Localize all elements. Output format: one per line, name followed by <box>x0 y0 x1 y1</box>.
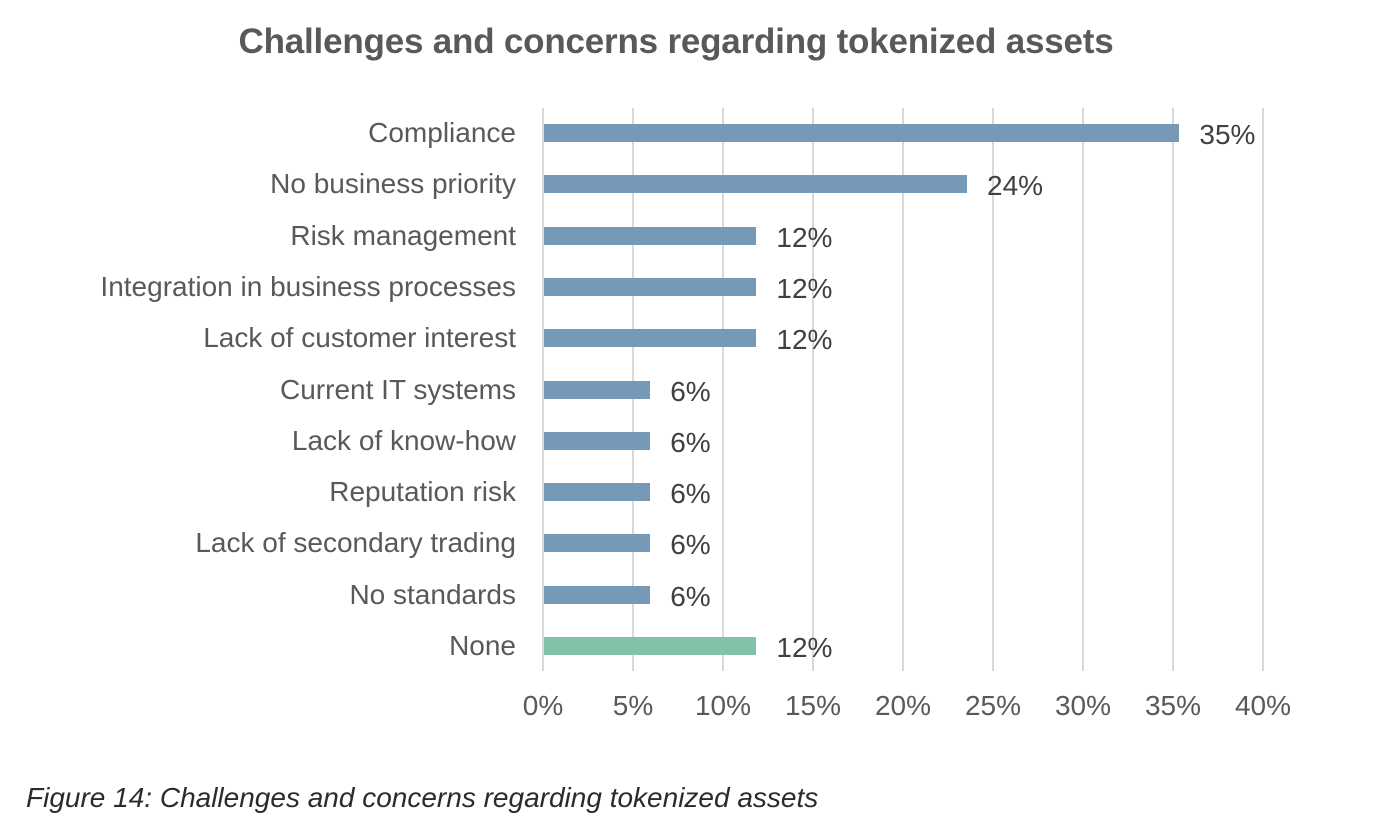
category-label: Compliance <box>368 117 516 148</box>
bar-row: Lack of secondary trading 6% <box>195 527 710 560</box>
x-tick-label: 5% <box>612 690 654 721</box>
category-label: Integration in business processes <box>100 270 516 302</box>
bar-row: Risk management 12% <box>290 220 832 253</box>
bar-row: Lack of customer interest 12% <box>203 322 832 355</box>
x-tick-label: 35% <box>1144 690 1202 721</box>
value-label: 35% <box>1199 119 1256 150</box>
category-label: Lack of secondary trading <box>195 527 516 559</box>
bar-row: Integration in business processes 12% <box>100 271 832 304</box>
gridline <box>992 108 994 671</box>
bar <box>544 124 1180 142</box>
x-tick-label: 40% <box>1234 690 1292 721</box>
plot-area: Compliance 35% No business priority 24% Risk… <box>100 108 1264 671</box>
gridline <box>542 108 544 671</box>
bar-row: Reputation risk 6% <box>329 476 710 509</box>
bar <box>544 380 651 399</box>
bar-row: No business priority 24% <box>270 168 1043 201</box>
bar <box>544 585 651 604</box>
bar <box>544 431 651 450</box>
gridline <box>1262 108 1264 671</box>
x-tick-label: 10% <box>694 690 752 721</box>
category-label: Reputation risk <box>329 476 516 508</box>
x-tick-label: 0% <box>522 690 564 721</box>
value-label: 6% <box>670 580 711 612</box>
bar <box>544 277 757 296</box>
value-label: 6% <box>670 426 711 458</box>
bar <box>544 534 651 553</box>
category-label: Lack of know-how <box>291 424 516 456</box>
x-tick-label: 30% <box>1054 690 1112 721</box>
gridline <box>722 108 724 671</box>
x-tick-label: 25% <box>964 690 1022 721</box>
bar-row: None 12% <box>449 630 832 663</box>
bar-row: Current IT systems 6% <box>280 374 711 407</box>
value-label: 6% <box>670 529 711 561</box>
bar <box>544 483 651 502</box>
bar-row: Compliance 35% <box>368 117 1255 150</box>
bar <box>544 175 967 194</box>
value-label: 24% <box>987 170 1044 202</box>
category-label: None <box>449 630 516 661</box>
bar <box>544 329 757 348</box>
figure-caption: Figure 14: Challenges and concerns regar… <box>26 782 819 813</box>
bar-row: No standards 6% <box>349 579 710 612</box>
value-label: 6% <box>670 478 711 510</box>
bar <box>544 637 757 655</box>
bar-row: Lack of know-how 6% <box>292 425 711 458</box>
x-tick-label: 20% <box>874 690 932 721</box>
value-label: 12% <box>776 324 833 356</box>
chart-title: Challenges and concerns regarding tokeni… <box>238 22 1114 61</box>
category-label: Risk management <box>290 219 516 251</box>
value-label: 12% <box>776 221 833 253</box>
category-label: No business priority <box>270 168 516 200</box>
x-tick-label: 15% <box>784 690 842 721</box>
value-label: 12% <box>776 632 833 663</box>
value-label: 12% <box>776 272 833 304</box>
category-label: Lack of customer interest <box>203 322 516 354</box>
gridline <box>812 108 814 671</box>
gridline <box>902 108 904 671</box>
gridline <box>1082 108 1084 671</box>
value-label: 6% <box>670 375 711 407</box>
gridline <box>1172 108 1174 671</box>
category-label: No standards <box>349 578 516 610</box>
category-label: Current IT systems <box>280 373 516 405</box>
bar <box>544 226 757 245</box>
